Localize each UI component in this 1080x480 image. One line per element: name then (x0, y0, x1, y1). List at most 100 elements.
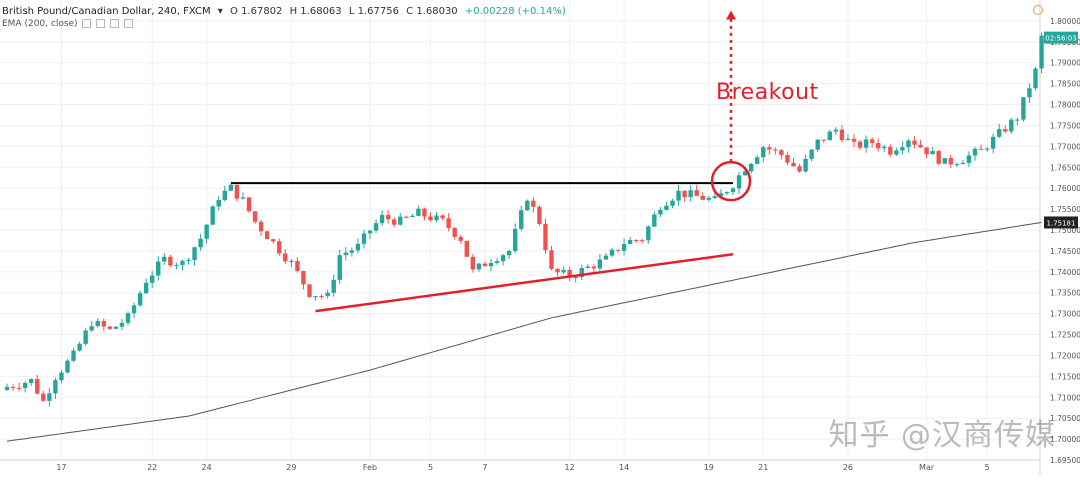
indicator-legend: EMA (200, close) (2, 19, 134, 29)
candle-body (1027, 88, 1032, 98)
candle-body (1039, 35, 1044, 69)
candle-body (222, 190, 227, 201)
candle-body (264, 231, 270, 240)
watermark: 知乎 @汉商传媒 (828, 418, 1056, 453)
info-icon[interactable] (1033, 5, 1043, 15)
candle-body (307, 284, 312, 297)
x-tick-label: 22 (147, 463, 157, 472)
candles (4, 32, 1044, 407)
candle-body (700, 195, 705, 200)
candle-body (537, 206, 542, 224)
candle-body (349, 250, 355, 253)
candle-body (398, 216, 403, 225)
candle-body (65, 360, 70, 373)
candle-body (670, 200, 675, 206)
candle-body (833, 129, 839, 132)
candle-body (186, 260, 191, 262)
candle-body (1003, 129, 1008, 132)
indicator-settings-icon[interactable] (82, 19, 92, 28)
candle-body (791, 162, 796, 167)
change-value: +0.00228 (+0.14%) (464, 6, 566, 17)
y-tick-label: 1.71500 (1050, 372, 1080, 381)
x-tick-label: 26 (843, 463, 853, 472)
candle-body (694, 190, 699, 196)
indicator-more-icon[interactable] (124, 19, 134, 28)
candle-body (95, 320, 100, 327)
candle-body (162, 256, 167, 262)
candle-body (513, 228, 518, 251)
candle-body (972, 148, 978, 156)
candle-body (361, 233, 367, 244)
candle-body (627, 240, 633, 245)
candle-body (543, 223, 548, 251)
candle-body (821, 139, 826, 141)
candle-body (476, 263, 482, 270)
breakout-circle (710, 160, 752, 202)
y-tick-label: 1.70000 (1050, 435, 1080, 444)
ema-price-badge-bg (1044, 216, 1078, 229)
candle-body (277, 241, 282, 254)
candle-body (640, 240, 645, 242)
candle-body (41, 393, 46, 401)
candle-body (283, 253, 288, 262)
dropdown-icon[interactable]: ▾ (217, 6, 223, 17)
x-tick-label: Mar (919, 463, 935, 472)
candle-body (997, 129, 1002, 137)
candle-body (125, 313, 131, 323)
y-tick-label: 1.73500 (1050, 289, 1080, 298)
y-tick-label: 1.76500 (1050, 163, 1080, 172)
indicator-close-icon[interactable] (110, 19, 120, 28)
candle-body (682, 190, 687, 198)
candle-body (71, 350, 76, 361)
candle-body (609, 249, 615, 256)
y-tick-label: 1.72000 (1050, 351, 1080, 360)
candle-body (773, 149, 778, 151)
candle-body (863, 139, 869, 148)
candle-body (1033, 68, 1038, 89)
candle-body (500, 255, 506, 262)
candle-body (797, 166, 802, 172)
candle-body (482, 263, 488, 267)
candle-body (966, 155, 972, 163)
candle-body (785, 155, 790, 163)
candle-body (101, 320, 106, 327)
x-tick-label: 24 (202, 463, 212, 472)
candle-body (416, 208, 421, 216)
candle-body (53, 380, 58, 394)
candle-body (385, 214, 391, 220)
candle-body (767, 147, 772, 150)
candle-body (180, 261, 185, 265)
candle-body (59, 372, 64, 381)
candle-body (888, 146, 893, 155)
candle-body (936, 151, 941, 164)
candle-body (851, 138, 857, 142)
candle-body (718, 193, 724, 197)
candle-body (1021, 97, 1026, 120)
symbol-name[interactable]: British Pound/Canadian Dollar, 240, FXCM (2, 6, 211, 17)
x-tick-label: 19 (704, 463, 714, 472)
candle-body (137, 293, 143, 306)
x-tick-label: 21 (758, 463, 768, 472)
candle-body (198, 238, 203, 248)
y-tick-label: 1.73000 (1050, 310, 1080, 319)
candle-body (240, 197, 246, 199)
indicator-eye-icon[interactable] (96, 19, 106, 28)
candle-body (422, 208, 427, 217)
candle-body (894, 150, 899, 155)
candle-body (900, 147, 905, 151)
x-tick-label: Feb (363, 463, 377, 472)
y-tick-label: 1.77500 (1050, 121, 1080, 130)
x-tick-label: 29 (286, 463, 296, 472)
candle-body (839, 129, 845, 141)
candle-body (77, 343, 82, 351)
candle-body (984, 148, 990, 150)
candle-body (990, 136, 996, 149)
indicator-name[interactable]: EMA (200, close) (2, 19, 78, 29)
candle-body (494, 261, 500, 264)
candle-body (658, 209, 663, 215)
candle-body (567, 269, 572, 278)
candle-body (579, 267, 584, 277)
candle-body (621, 244, 627, 251)
